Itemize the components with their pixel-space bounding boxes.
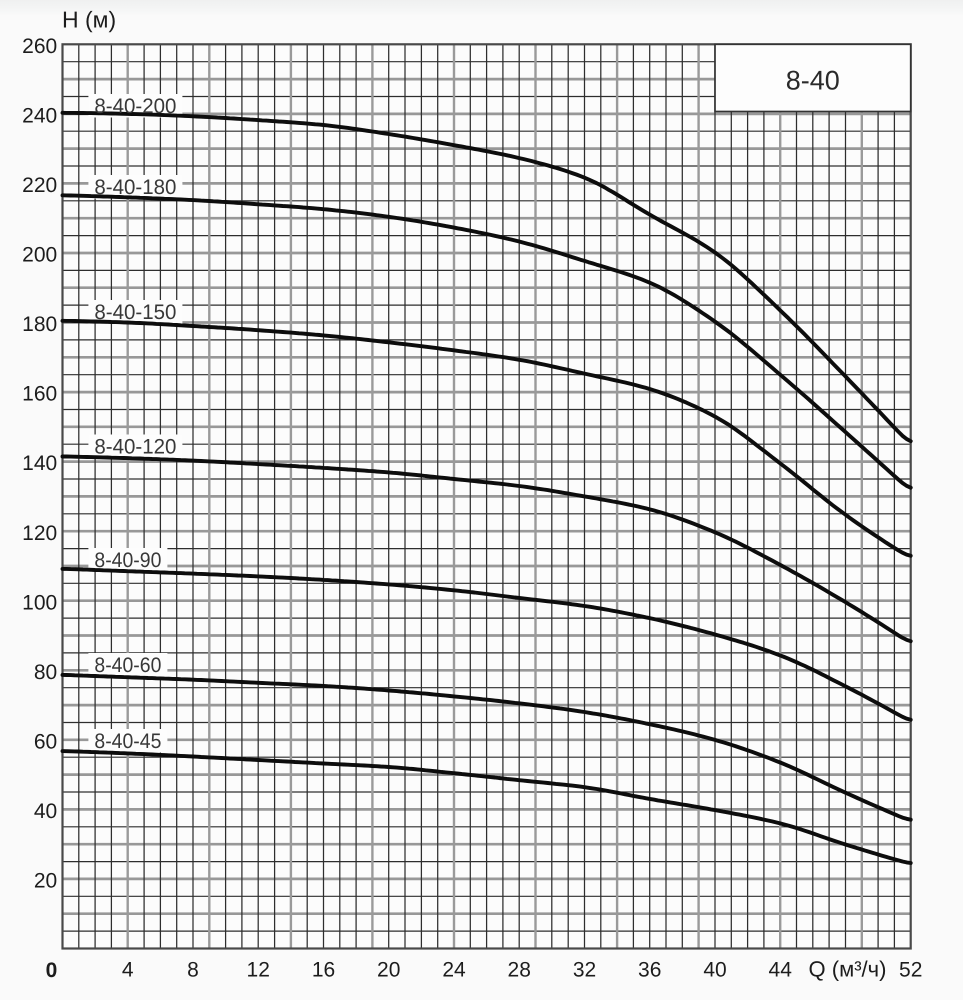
svg-text:16: 16 [312,959,335,982]
svg-text:200: 200 [22,244,57,267]
svg-text:40: 40 [34,800,57,823]
svg-text:20: 20 [377,959,400,982]
svg-text:8-40-45: 8-40-45 [94,730,161,753]
svg-text:Q (м³/ч): Q (м³/ч) [809,957,887,982]
svg-text:240: 240 [22,105,57,128]
svg-text:260: 260 [22,35,57,58]
svg-text:140: 140 [22,452,57,475]
svg-text:160: 160 [22,383,57,406]
svg-text:4: 4 [122,959,134,982]
svg-text:100: 100 [22,591,57,614]
svg-text:32: 32 [573,959,596,982]
svg-text:44: 44 [769,959,793,982]
svg-text:0: 0 [46,959,58,982]
svg-text:180: 180 [22,313,57,336]
svg-text:36: 36 [638,959,661,982]
svg-text:20: 20 [34,870,57,893]
svg-text:12: 12 [247,959,270,982]
svg-text:220: 220 [22,174,57,197]
svg-text:8-40-200: 8-40-200 [94,95,176,118]
svg-text:8-40-90: 8-40-90 [94,549,161,572]
svg-text:8: 8 [187,959,199,982]
svg-text:24: 24 [442,959,466,982]
svg-text:8-40: 8-40 [786,66,840,96]
svg-text:60: 60 [34,730,57,753]
svg-text:8-40-120: 8-40-120 [94,436,176,459]
svg-text:8-40-180: 8-40-180 [94,176,176,199]
svg-text:8-40-60: 8-40-60 [94,654,161,677]
svg-text:120: 120 [22,522,57,545]
svg-text:28: 28 [508,959,531,982]
svg-text:52: 52 [899,959,922,982]
svg-text:8-40-150: 8-40-150 [94,301,176,324]
svg-text:40: 40 [703,959,726,982]
svg-text:H (м): H (м) [62,7,116,33]
svg-text:80: 80 [34,661,57,684]
